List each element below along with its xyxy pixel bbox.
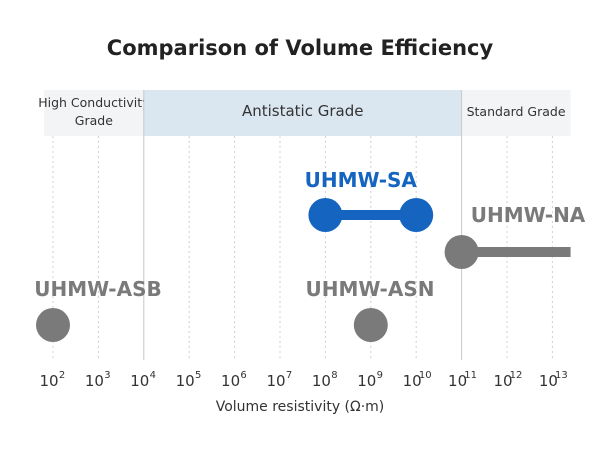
x-tick-label-11: 10 bbox=[539, 372, 558, 390]
x-tick-label-2: 10 bbox=[130, 372, 149, 390]
uhmw-na-label: UHMW-NA bbox=[471, 203, 586, 227]
x-tick-exp-0: 2 bbox=[59, 370, 65, 381]
chart-title: Comparison of Volume Efficiency bbox=[107, 36, 494, 60]
uhmw-sa-end-point bbox=[399, 198, 434, 232]
x-tick-exp-11: 13 bbox=[555, 370, 568, 381]
grade-bands: High Conductivity Grade Antistatic Grade St… bbox=[38, 90, 571, 136]
x-tick-label-4: 10 bbox=[221, 372, 240, 390]
uhmw-asb-label: UHMW-ASB bbox=[34, 277, 161, 301]
x-tick-exp-4: 6 bbox=[240, 370, 246, 381]
uhmw-sa-start-point bbox=[308, 198, 343, 232]
band-0 bbox=[43, 90, 144, 136]
uhmw-na-range-bar bbox=[461, 247, 571, 257]
x-tick-label-1: 10 bbox=[85, 372, 104, 390]
x-tick-exp-5: 7 bbox=[286, 370, 292, 381]
x-tick-exp-8: 10 bbox=[419, 370, 432, 381]
band-label-1-0: Antistatic Grade bbox=[242, 102, 364, 120]
uhmw-sa-label: UHMW-SA bbox=[305, 168, 418, 192]
uhmw-na-start-point bbox=[444, 235, 479, 269]
x-tick-label-7: 10 bbox=[357, 372, 376, 390]
band-label-2-0: Standard Grade bbox=[467, 104, 566, 119]
x-tick-exp-9: 11 bbox=[464, 370, 477, 381]
x-tick-label-6: 10 bbox=[312, 372, 331, 390]
x-tick-label-10: 10 bbox=[493, 372, 512, 390]
series-marks: UHMW-SA UHMW-NA UHMW-ASB UHMW-ASN bbox=[34, 168, 586, 342]
band-1 bbox=[143, 90, 462, 136]
band-2 bbox=[461, 90, 571, 136]
uhmw-asb-start-point bbox=[36, 308, 70, 342]
x-tick-exp-10: 12 bbox=[510, 370, 523, 381]
x-tick-exp-7: 9 bbox=[377, 370, 383, 381]
x-tick-exp-6: 8 bbox=[331, 370, 337, 381]
x-axis-label: Volume resistivity (Ω·m) bbox=[216, 399, 385, 415]
band-label-0-1: Grade bbox=[75, 113, 113, 128]
x-tick-exp-3: 5 bbox=[195, 370, 201, 381]
x-tick-label-8: 10 bbox=[403, 372, 422, 390]
x-tick-exp-1: 3 bbox=[104, 370, 110, 381]
x-tick-label-5: 10 bbox=[266, 372, 285, 390]
uhmw-asn-start-point bbox=[353, 308, 388, 342]
x-tick-label-3: 10 bbox=[176, 372, 195, 390]
band-label-0-0: High Conductivity bbox=[38, 95, 150, 110]
x-tick-exp-2: 4 bbox=[150, 370, 156, 381]
x-tick-label-9: 10 bbox=[448, 372, 467, 390]
x-tick-label-0: 10 bbox=[39, 372, 58, 390]
uhmw-sa-range-bar bbox=[325, 210, 417, 220]
uhmw-asn-label: UHMW-ASN bbox=[306, 277, 435, 301]
